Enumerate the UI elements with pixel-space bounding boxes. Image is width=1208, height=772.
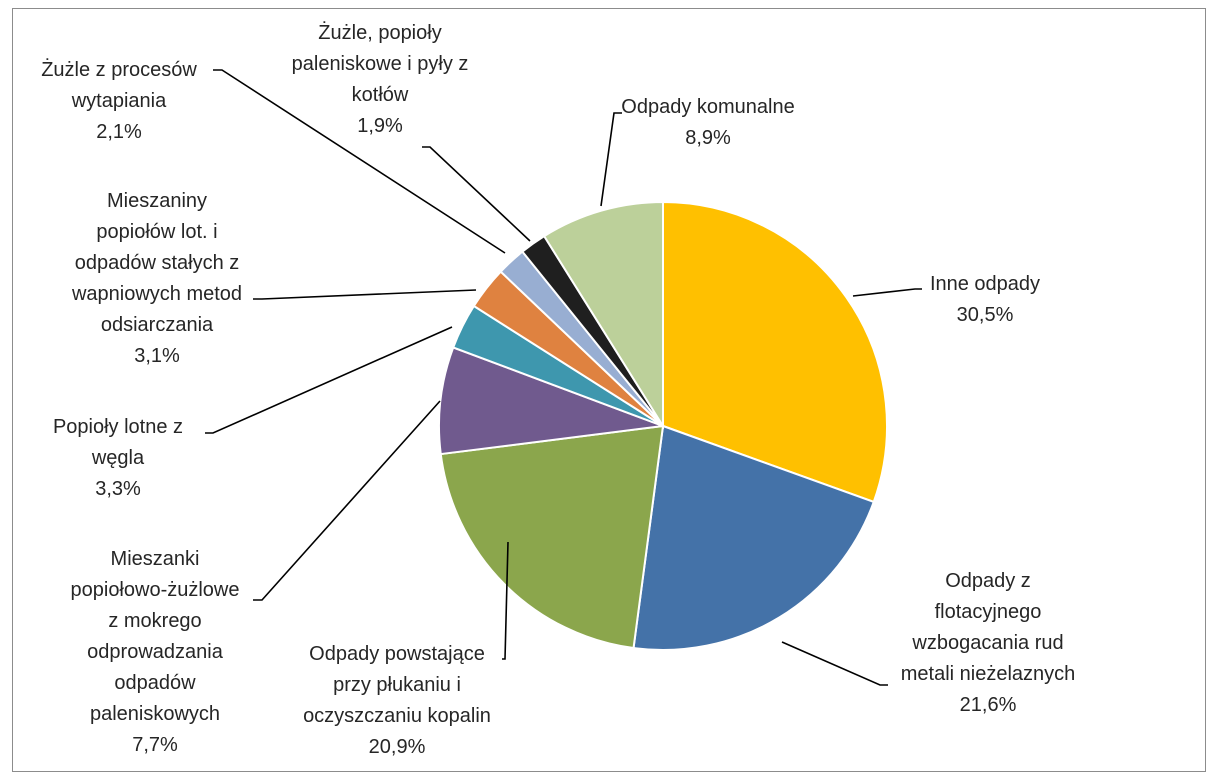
slice-value-label: 3,1% [134,345,180,367]
slice-value-label: 21,6% [960,694,1017,716]
slice-category-label: Odpady komunalne [621,96,794,118]
slice-category-label: metali nieżelaznych [901,663,1076,685]
slice-label-5: Popioły lotne z węgla 3,3% [53,416,183,500]
slice-category-label: Żużle z procesów [41,58,197,81]
slice-category-label: wapniowych metod [71,283,242,305]
pie-slice-3 [439,424,665,650]
slice-value-label: 20,9% [369,736,426,758]
slice-value-label: 3,3% [95,478,141,500]
leader-line-2 [781,641,888,686]
pie-slice-4 [438,346,664,456]
slice-category-label: Mieszanki [111,548,200,570]
slice-category-label: Popioły lotne z [53,416,183,438]
slice-label-6: Mieszaniny popiołów lot. i odpadów stałych… [71,190,242,367]
slice-category-label: odpadów [114,672,196,694]
slice-category-label: kotłów [352,84,409,106]
slice-label-1: Inne odpady 30,5% [930,273,1040,326]
pie-slice-9 [542,200,664,430]
slice-category-label: flotacyjnego [935,601,1042,623]
slice-category-label: odsiarczania [101,314,214,336]
slice-value-label: 1,9% [357,115,403,137]
slice-label-9: Odpady komunalne 8,9% [621,96,794,149]
slice-category-label: Żużle, popioły [318,21,441,44]
slice-value-label: 8,9% [685,127,731,149]
leader-line-7 [213,69,506,254]
slice-category-label: wzbogacania rud [911,632,1063,654]
slice-category-label: wytapiania [71,90,167,112]
slice-label-3: Odpady powstające przy płukaniu i oczyszcz… [303,643,491,758]
leader-line-8 [422,146,531,242]
slice-value-label: 7,7% [132,734,178,756]
pie-slice-1 [662,200,888,504]
slice-label-7: Żużle z procesów wytapiania 2,1% [41,58,197,143]
leader-line-5 [205,326,453,434]
slice-category-label: Mieszaniny [107,190,207,212]
slice-category-label: odpadów stałych z [75,252,240,274]
slice-category-label: popiołowo-żużlowe [71,579,240,601]
slice-category-label: paleniskowe i pyły z [292,53,469,75]
slice-category-label: węgla [91,447,145,469]
leader-line-6 [253,289,477,300]
leader-line-4 [253,400,441,601]
slice-label-4: Mieszanki popiołowo-żużlowe z mokrego odpro… [71,548,240,756]
slice-value-label: 30,5% [957,304,1014,326]
slice-category-label: popiołów lot. i [96,221,217,243]
leader-line-3 [502,541,509,660]
pie-slice-2 [632,424,876,651]
slice-category-label: Odpady z [945,570,1031,592]
slice-category-label: odprowadzania [87,641,224,663]
slice-label-8: Żużle, popioły paleniskowe i pyły z kotłów… [292,21,469,137]
slice-category-label: przy płukaniu i [333,674,461,696]
slice-category-label: z mokrego [108,610,201,632]
slice-category-label: Odpady powstające [309,643,485,665]
slice-category-label: Inne odpady [930,273,1040,295]
leader-line-9 [600,112,622,207]
slice-category-label: paleniskowych [90,703,220,725]
slice-value-label: 2,1% [96,121,142,143]
slice-label-2: Odpady z flotacyjnego wzbogacania rud metal… [901,570,1076,716]
leader-line-1 [852,288,922,297]
slice-category-label: oczyszczaniu kopalin [303,705,491,727]
